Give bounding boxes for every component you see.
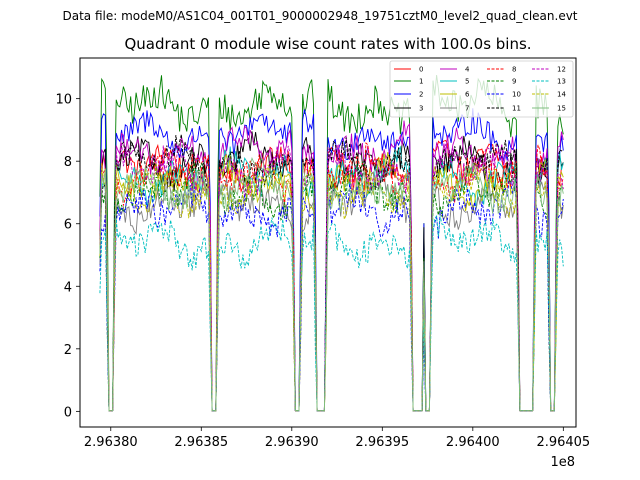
y-axis: 0 2 4 6 8 10 <box>55 93 80 420</box>
legend-label-11: 11 <box>512 105 521 113</box>
series-12-line <box>99 142 564 412</box>
legend-label-9: 9 <box>512 78 516 86</box>
series-15-line <box>99 156 564 412</box>
series-14-line <box>99 162 564 412</box>
x-offset-label: 1e8 <box>550 455 575 470</box>
legend-label-7: 7 <box>465 105 469 113</box>
series-11-line <box>99 134 564 412</box>
legend-label-1: 1 <box>419 78 423 86</box>
figure-suptitle: Data file: modeM0/AS1C04_001T01_90000029… <box>62 9 577 23</box>
legend-label-4: 4 <box>465 66 470 74</box>
x-tick-label: 2.96380 <box>84 435 138 450</box>
y-tick-label: 0 <box>64 405 72 420</box>
legend-box <box>389 60 574 118</box>
x-tick-label: 2.96400 <box>446 435 500 450</box>
series-13-line <box>99 215 564 412</box>
plot-frame <box>79 57 577 428</box>
y-tick-label: 8 <box>64 155 72 170</box>
chart-title: Quadrant 0 module wise count rates with … <box>124 35 531 53</box>
series-10-line <box>99 181 564 412</box>
x-tick-label: 2.96385 <box>174 435 228 450</box>
legend-label-14: 14 <box>557 91 566 99</box>
series-0-line <box>99 139 564 412</box>
legend-label-3: 3 <box>419 105 423 113</box>
legend-label-5: 5 <box>465 78 469 86</box>
legend-label-13: 13 <box>557 78 566 86</box>
y-tick-label: 10 <box>55 93 72 108</box>
x-tick-label: 2.96390 <box>265 435 319 450</box>
x-axis: 2.96380 2.96385 2.96390 2.96395 2.96400 2.964… <box>84 427 590 450</box>
legend-label-10: 10 <box>512 91 521 99</box>
series-9-line <box>99 161 564 412</box>
legend-label-0: 0 <box>419 66 423 74</box>
legend-label-12: 12 <box>557 66 566 74</box>
legend-label-6: 6 <box>465 91 470 99</box>
series-1-line <box>99 75 564 412</box>
series-layer <box>99 75 564 412</box>
y-tick-label: 2 <box>64 343 72 358</box>
x-tick-label: 2.96405 <box>536 435 590 450</box>
y-tick-label: 4 <box>64 280 72 295</box>
series-5-line <box>99 145 564 412</box>
y-tick-label: 6 <box>64 218 72 233</box>
x-tick-label: 2.96395 <box>355 435 409 450</box>
legend-label-2: 2 <box>419 91 423 99</box>
legend-label-8: 8 <box>512 66 516 74</box>
legend-label-15: 15 <box>557 105 566 113</box>
series-2-line <box>99 108 564 412</box>
